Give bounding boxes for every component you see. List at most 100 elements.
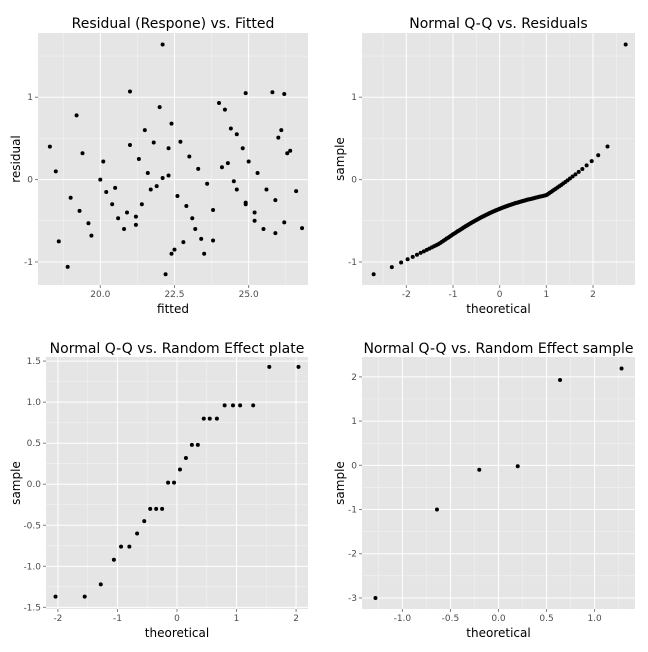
data-point [294,189,299,194]
data-point [189,442,194,447]
data-point [111,557,116,562]
data-point [116,216,121,221]
data-point [515,464,520,469]
data-point [580,166,585,171]
data-point [119,544,124,549]
data-point [181,240,186,245]
data-point [127,143,132,147]
y-tick-label: -2 [348,550,357,560]
x-tick-label: -1.0 [394,614,412,624]
data-point [251,403,256,408]
data-point [234,187,239,192]
y-tick-label: -1.5 [23,603,41,613]
data-point [270,90,275,95]
data-point [177,467,182,472]
data-point [230,403,235,408]
data-point [104,189,109,194]
data-point [211,238,216,243]
data-point [240,146,245,151]
y-tick-label: 1 [27,93,33,103]
data-point [589,159,594,164]
data-point [89,233,94,238]
x-axis-title: theoretical [466,626,530,640]
y-axis-title: residual [9,135,23,183]
data-point [154,506,159,511]
y-axis-title: sample [333,461,347,505]
data-point [246,159,251,164]
data-point [414,252,419,257]
data-point [222,403,227,408]
data-point [166,146,171,151]
chart-panel-2: -2 -1 0 1 2 -1 0 1 Normal Q-Q vs. Residuals theor… [333,16,635,316]
data-point [47,144,52,149]
data-point [56,239,61,244]
data-point [127,544,132,549]
data-point [255,171,260,175]
data-point [219,165,224,170]
data-point [133,222,138,227]
data-point [98,177,103,182]
data-point [225,161,230,166]
data-point [234,132,239,137]
y-tick-label: -1.0 [23,562,41,572]
data-point [175,194,180,199]
data-point [418,250,423,255]
data-point [163,272,168,277]
data-point [148,506,153,511]
data-point [399,260,404,265]
data-points [373,366,624,600]
data-point [243,200,248,205]
data-point [193,227,198,231]
y-tick-label: -1 [348,506,357,516]
data-point [373,595,378,600]
data-point [570,174,575,179]
chart-title: Normal Q-Q vs. Residuals [409,16,587,32]
data-point [53,169,58,174]
y-tick-label: -1 [24,258,33,268]
data-point [252,218,257,223]
panel-background [38,33,308,285]
data-point [273,198,278,203]
data-point [285,151,290,156]
chart-title: Residual (Respone) vs. Fitted [72,16,275,32]
data-point [267,364,272,369]
x-tick-label: 1 [543,290,549,300]
data-point [558,377,563,382]
x-tick-label: 2 [293,614,299,624]
data-point [205,181,210,186]
data-points [53,364,301,599]
data-point [139,202,144,207]
y-axis-title: sample [333,137,347,181]
chart-title: Normal Q-Q vs. Random Effect sample [363,341,633,357]
data-point [202,251,207,256]
data-point [214,416,219,421]
data-point [296,364,301,369]
x-tick-label: 1.0 [587,614,602,624]
data-point [148,187,153,192]
chart-panel-4: -1.0 -0.5 0.0 0.5 1.0 -3 -2 -1 0 1 2 Normal Q-Q vs.… [333,341,635,640]
data-point [207,416,212,421]
data-point [190,216,195,221]
x-tick-label: 0 [497,290,503,300]
data-point [222,107,227,112]
y-tick-label: -1 [348,258,357,268]
data-point [65,264,70,269]
data-point [216,101,221,105]
data-point [74,113,79,118]
data-point [98,582,103,587]
x-tick-label: -2 [402,290,411,300]
x-tick-label: -0.5 [442,614,460,624]
data-point [228,126,233,131]
data-point [184,203,189,208]
x-axis-title: theoretical [466,302,530,316]
panel-background [362,33,635,285]
data-point [584,163,589,168]
data-point [122,227,127,231]
data-point [300,226,305,231]
x-tick-label: -2 [53,614,62,624]
data-point [405,257,410,262]
data-point [86,221,91,226]
x-tick-label: 1 [234,614,240,624]
